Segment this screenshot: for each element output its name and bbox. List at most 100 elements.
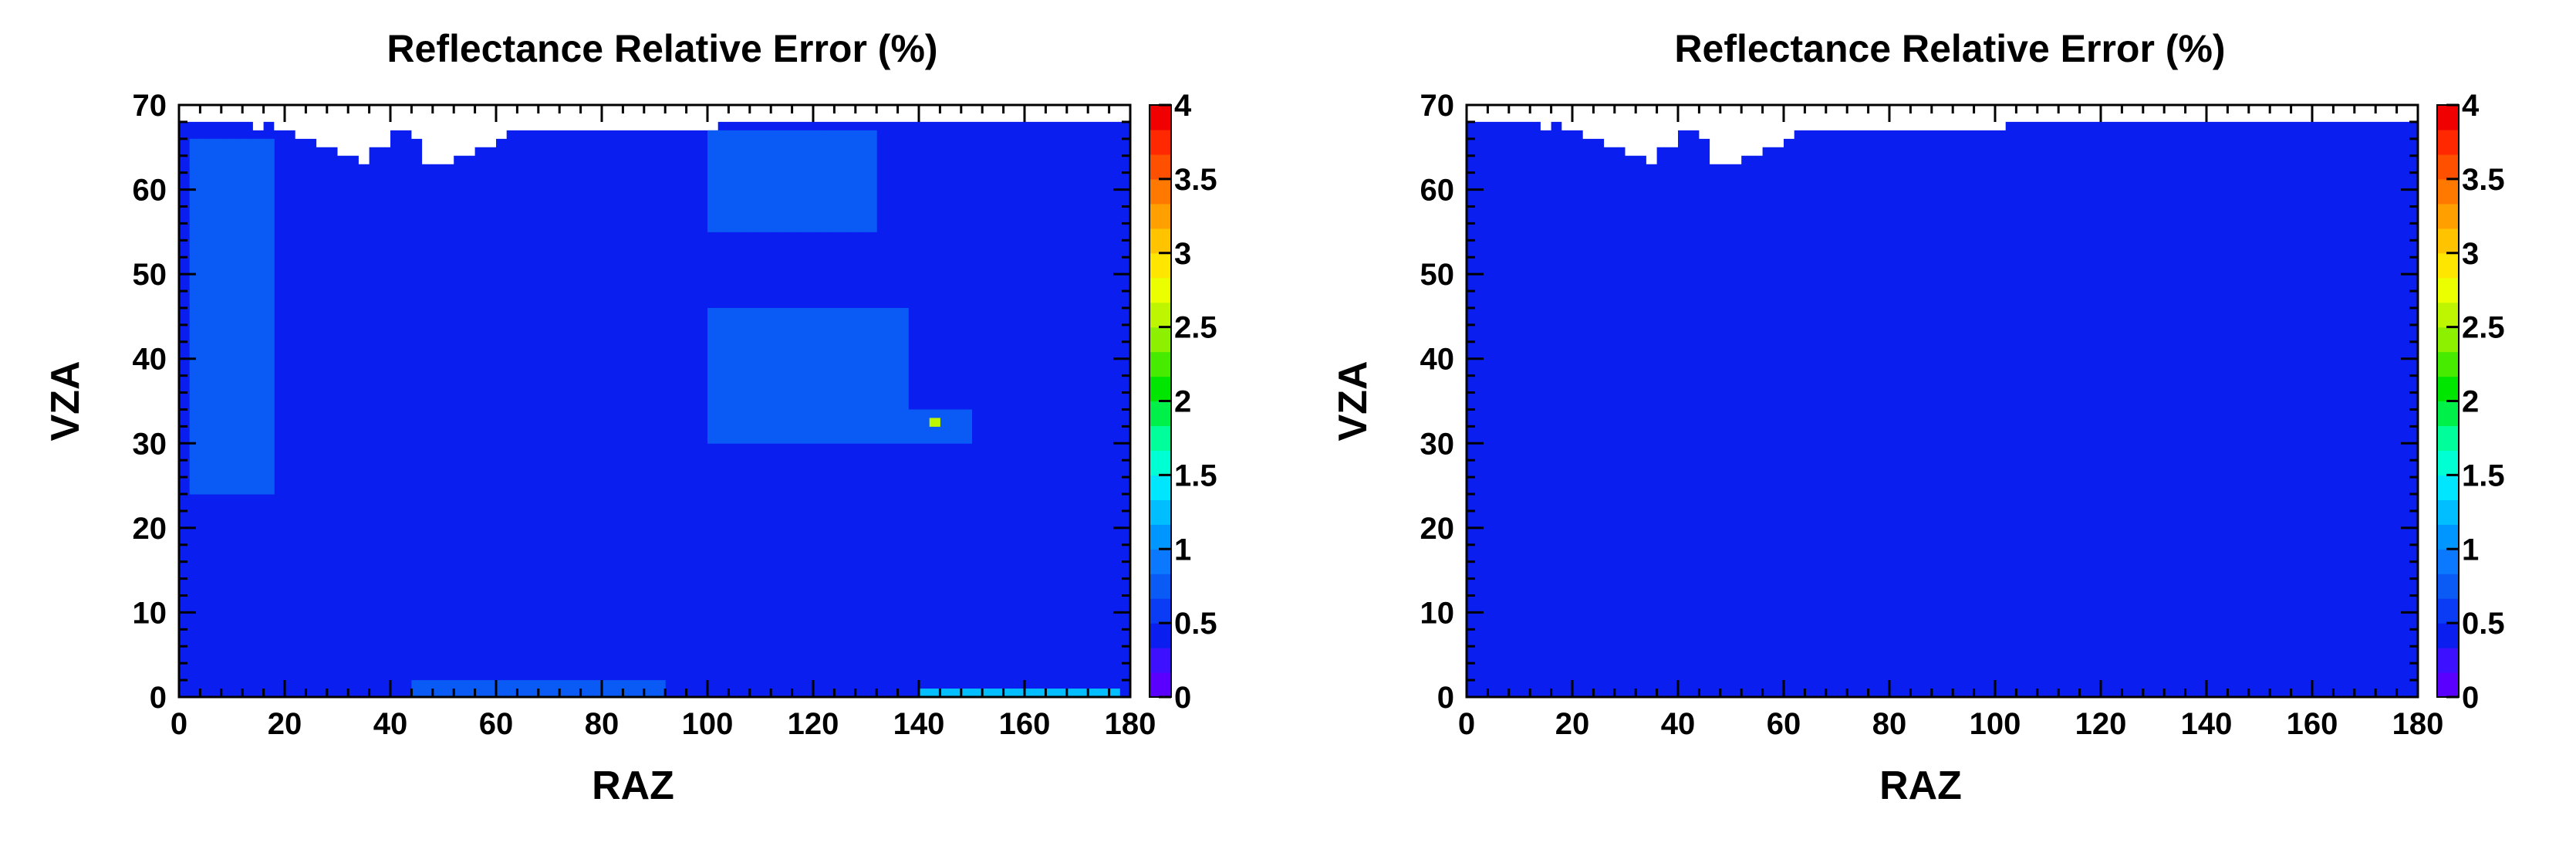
heatmap-cell: [211, 392, 222, 401]
heatmap-cell: [189, 367, 201, 377]
heatmap-cell: [231, 384, 243, 394]
heatmap-cell: [792, 223, 803, 232]
heatmap-cell: [263, 435, 275, 444]
heatmap-cell: [496, 680, 508, 689]
heatmap-cell: [940, 418, 951, 427]
heatmap-cell: [263, 138, 275, 148]
heatmap-cell: [189, 138, 201, 148]
heatmap-cell: [717, 375, 729, 385]
heatmap-cell: [728, 155, 740, 165]
heatmap-cell: [855, 350, 866, 360]
heatmap-cell: [834, 181, 846, 191]
heatmap-cell: [897, 418, 909, 427]
heatmap-cell: [876, 392, 888, 401]
heatmap-cell: [189, 358, 201, 368]
heatmap-cell: [908, 418, 920, 427]
heatmap-cell: [221, 316, 232, 326]
heatmap-cell: [834, 367, 846, 377]
heatmap-cell: [866, 324, 877, 334]
heatmap-cell: [263, 240, 275, 249]
heatmap-cell: [834, 333, 846, 343]
heatmap-cell: [211, 486, 222, 495]
heatmap-cell: [242, 257, 254, 266]
heatmap-cell: [792, 155, 803, 165]
colorbar-tick-label: 0: [1174, 681, 1191, 715]
heatmap-cell: [263, 189, 275, 199]
heatmap-cell: [454, 680, 465, 689]
heatmap-cell: [252, 299, 265, 309]
heatmap-cell: [855, 409, 866, 418]
heatmap-cell: [749, 384, 761, 394]
heatmap-cell: [802, 367, 814, 377]
heatmap-cell: [771, 392, 782, 401]
heatmap-cell: [886, 324, 899, 334]
heatmap-cell: [866, 215, 877, 224]
heatmap-cell: [739, 307, 751, 317]
heatmap-cell: [200, 299, 211, 309]
heatmap-cell: [221, 223, 232, 232]
heatmap-cell: [855, 384, 866, 394]
heatmap-cell: [771, 350, 782, 360]
heatmap-cell: [211, 460, 222, 469]
heatmap-cell: [813, 401, 825, 410]
heatmap-cell: [422, 689, 434, 698]
heatmap-cell: [200, 460, 211, 469]
heatmap-cell: [897, 316, 909, 326]
heatmap-cell: [886, 333, 899, 343]
heatmap-cell: [781, 181, 793, 191]
colorbar-tick-label: 4: [2462, 89, 2480, 123]
heatmap-cell: [189, 155, 201, 165]
heatmap-cell: [749, 223, 761, 232]
heatmap-cell: [845, 181, 856, 191]
y-tick-label: 40: [1420, 343, 1455, 377]
heatmap-cell: [823, 155, 835, 165]
heatmap-cell: [866, 350, 877, 360]
heatmap-cell: [474, 689, 486, 698]
heatmap-cell: [200, 358, 211, 368]
heatmap-cell: [263, 324, 275, 334]
heatmap-cell: [749, 307, 761, 317]
heatmap-cell: [781, 435, 793, 444]
heatmap-cell: [252, 147, 265, 157]
heatmap-cell: [771, 155, 782, 165]
heatmap-cell: [231, 181, 243, 191]
heatmap-cell: [897, 409, 909, 418]
x-tick-label: 40: [1661, 707, 1696, 741]
heatmap-cell: [231, 435, 243, 444]
heatmap-cell: [781, 147, 793, 157]
heatmap-cell: [929, 689, 940, 698]
y-axis-label: VZA: [43, 361, 88, 442]
colorbar-segment: [2437, 598, 2459, 624]
heatmap-cell: [866, 435, 877, 444]
heatmap-cell: [940, 689, 951, 698]
heatmap-cell: [802, 181, 814, 191]
heatmap-cell: [760, 435, 771, 444]
heatmap-cell: [792, 350, 803, 360]
heatmap-cell: [834, 409, 846, 418]
heatmap-cell: [971, 689, 983, 698]
heatmap-cell: [189, 299, 201, 309]
heatmap-cell: [263, 266, 275, 275]
colorbar-tick-label: 0: [2462, 681, 2479, 715]
heatmap-cell: [845, 418, 856, 427]
heatmap-cell: [876, 435, 888, 444]
heatmap-cell: [749, 130, 761, 140]
heatmap-cell: [211, 257, 222, 266]
heatmap-cell: [200, 240, 211, 249]
heatmap-cell: [771, 358, 782, 368]
heatmap-panel-right: 0 20 40 60 80 100 120 140 160 180 0 10 20 30 40 50 60 70 R…: [1288, 0, 2575, 842]
heatmap-cell: [252, 198, 265, 207]
heatmap-cell: [728, 350, 740, 360]
x-tick-label: 120: [788, 707, 839, 741]
heatmap-cell: [263, 181, 275, 191]
heatmap-cell: [221, 426, 232, 435]
heatmap-cell: [728, 164, 740, 174]
heatmap-cell: [897, 435, 909, 444]
heatmap-cell: [823, 147, 835, 157]
heatmap-cell: [200, 452, 211, 461]
heatmap-cell: [717, 307, 729, 317]
heatmap-cell: [781, 172, 793, 182]
heatmap-cell: [855, 392, 866, 401]
heatmap-cell: [950, 426, 962, 435]
heatmap-cell: [749, 206, 761, 215]
